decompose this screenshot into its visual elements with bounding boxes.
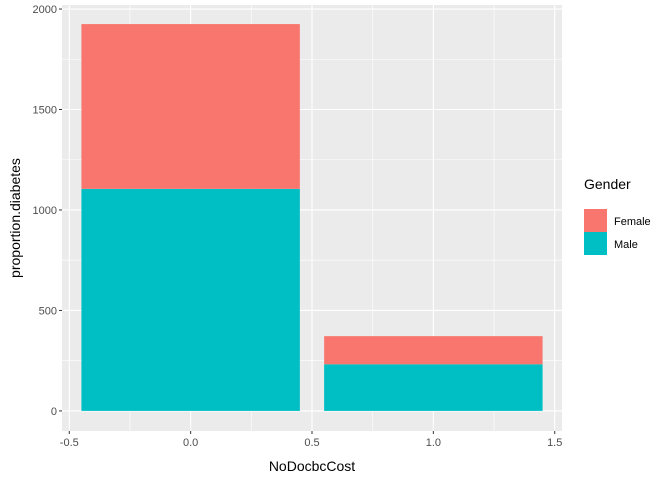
bar-male-1 <box>324 364 543 411</box>
bar-female-1 <box>324 336 543 365</box>
bars <box>81 24 543 411</box>
bar-male-0 <box>81 188 300 411</box>
legend-title: Gender <box>584 176 631 192</box>
y-axis-title: proportion.diabetes <box>7 158 23 278</box>
x-tick-label: 1.0 <box>426 437 441 449</box>
y-tick-label: 1500 <box>33 104 57 116</box>
y-tick-label: 500 <box>39 305 57 317</box>
legend-label-female: Female <box>614 216 651 228</box>
x-tick-label: 1.5 <box>547 437 562 449</box>
y-tick-label: 2000 <box>33 4 57 16</box>
legend-key-female <box>584 209 607 232</box>
x-tick-label: 0.5 <box>304 437 319 449</box>
legend: Gender Female Male <box>584 176 651 255</box>
y-axis: 0 500 1000 1500 2000 <box>33 4 62 418</box>
x-axis-title: NoDocbcCost <box>269 458 355 474</box>
x-tick-label: -0.5 <box>60 437 79 449</box>
x-tick-label: 0.0 <box>183 437 198 449</box>
bar-female-0 <box>81 24 300 189</box>
legend-key-male <box>584 232 607 255</box>
legend-label-male: Male <box>614 239 638 251</box>
y-tick-label: 0 <box>51 406 57 418</box>
y-tick-label: 1000 <box>33 205 57 217</box>
x-axis: -0.5 0.0 0.5 1.0 1.5 <box>60 431 562 449</box>
